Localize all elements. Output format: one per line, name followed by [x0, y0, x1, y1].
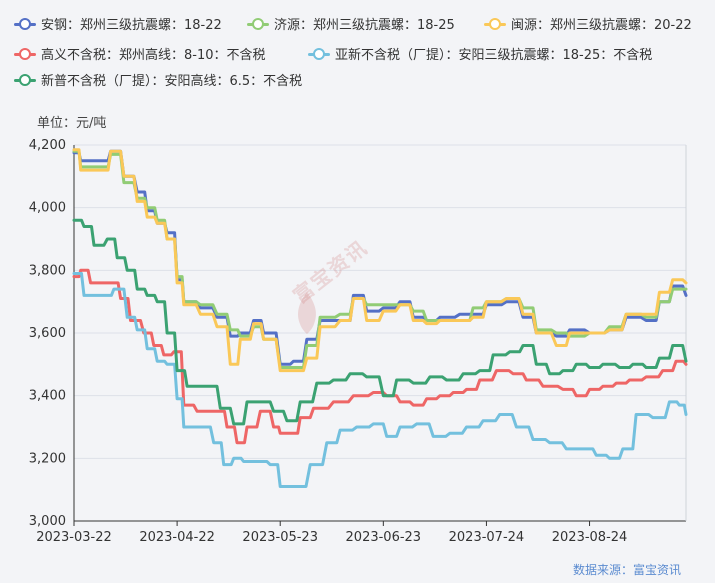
x-tick-label: 2023-07-24 — [449, 530, 525, 545]
legend-item-1[interactable]: 安钢：郑州三级抗震螺：18-22 — [14, 14, 222, 33]
legend-label: 安钢：郑州三级抗震螺：18-22 — [41, 18, 222, 33]
legend-marker-icon — [484, 17, 506, 30]
legend-label: 济源：郑州三级抗震螺：18-25 — [274, 18, 455, 33]
series-line-6 — [72, 218, 688, 426]
legend-marker-icon — [247, 17, 269, 30]
legend-marker-icon — [14, 47, 36, 60]
series-line-2 — [72, 149, 688, 369]
y-tick-label: 3,600 — [29, 326, 66, 341]
watermark-logo-icon — [298, 292, 316, 334]
legend-marker-icon — [14, 73, 36, 86]
x-tick-label: 2023-06-23 — [346, 530, 422, 545]
legend-label: 闽源：郑州三级抗震螺：20-22 — [511, 18, 692, 33]
x-tick-label: 2023-08-24 — [552, 530, 628, 545]
unit-label: 单位：元/吨 — [37, 116, 107, 131]
y-tick-label: 4,000 — [29, 201, 66, 216]
legend-marker-icon — [308, 47, 330, 60]
legend-item-3[interactable]: 闽源：郑州三级抗震螺：20-22 — [484, 14, 692, 33]
y-tick-label: 3,800 — [29, 263, 66, 278]
y-tick-label: 3,000 — [29, 514, 66, 529]
data-source: 数据来源：富宝资讯 — [572, 563, 681, 577]
series-line-5 — [72, 272, 688, 488]
series-line-3 — [72, 148, 688, 373]
y-tick-label: 3,400 — [29, 389, 66, 404]
legend-label: 新普不含税（厂提）：安阳高线：6.5：不含税 — [41, 74, 303, 89]
legend-item-5[interactable]: 亚新不含税（厂提）：安阳三级抗震螺：18-25：不含税 — [308, 44, 652, 63]
legend-item-2[interactable]: 济源：郑州三级抗震螺：18-25 — [247, 14, 455, 33]
x-tick-label: 2023-05-23 — [242, 530, 318, 545]
y-tick-label: 4,200 — [29, 138, 66, 153]
x-tick-label: 2023-04-22 — [139, 530, 215, 545]
x-tick-label: 2023-03-22 — [36, 530, 112, 545]
y-tick-label: 3,200 — [29, 451, 66, 466]
series-line-4 — [72, 268, 688, 445]
legend-marker-icon — [14, 17, 36, 30]
legend-item-4[interactable]: 高义不含税：郑州高线：8-10：不含税 — [14, 44, 266, 63]
legend-item-6[interactable]: 新普不含税（厂提）：安阳高线：6.5：不含税 — [14, 70, 302, 89]
legend-label: 亚新不含税（厂提）：安阳三级抗震螺：18-25：不含税 — [335, 48, 653, 63]
legend-label: 高义不含税：郑州高线：8-10：不含税 — [41, 48, 266, 63]
